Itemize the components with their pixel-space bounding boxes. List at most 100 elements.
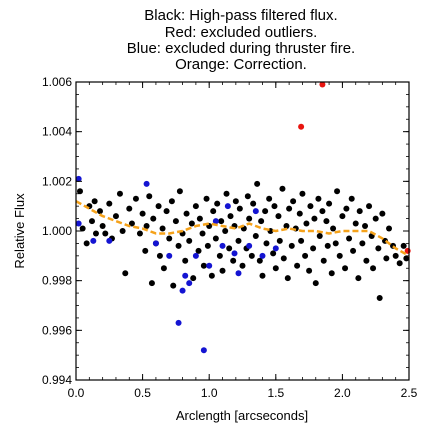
black-point-43: [190, 275, 197, 282]
y-tick-label: 1.002: [42, 174, 72, 188]
black-point-9: [102, 230, 109, 237]
black-point-39: [182, 257, 189, 264]
black-point-41: [186, 237, 193, 244]
black-point-101: [302, 252, 309, 259]
black-point-7: [96, 208, 103, 215]
black-point-58: [219, 267, 226, 274]
black-point-61: [226, 245, 233, 252]
black-point-143: [392, 252, 399, 259]
black-point-62: [227, 213, 234, 220]
black-point-0: [77, 188, 83, 195]
black-point-53: [210, 208, 217, 215]
black-point-20: [139, 210, 146, 217]
black-point-84: [270, 250, 277, 257]
black-point-52: [208, 272, 215, 279]
blue-point-2: [90, 237, 97, 244]
black-point-108: [315, 195, 322, 202]
black-point-137: [376, 295, 383, 302]
black-point-86: [272, 265, 279, 272]
black-point-60: [223, 190, 230, 197]
black-point-50: [204, 242, 211, 249]
black-point-95: [290, 198, 297, 205]
black-point-79: [259, 272, 266, 279]
black-point-81: [263, 240, 270, 247]
black-point-31: [163, 208, 170, 215]
y-tick-label: 0.998: [42, 274, 72, 288]
black-point-77: [256, 257, 263, 264]
black-point-141: [386, 225, 393, 232]
blue-point-12: [200, 347, 207, 354]
black-point-78: [258, 218, 265, 225]
black-point-30: [160, 265, 167, 272]
black-point-48: [200, 262, 207, 269]
black-point-4: [88, 218, 95, 225]
black-point-35: [172, 218, 179, 225]
black-point-8: [99, 223, 106, 230]
blue-point-21: [259, 252, 266, 259]
black-point-114: [326, 200, 333, 207]
black-point-67: [236, 205, 243, 212]
black-point-109: [316, 232, 323, 239]
black-point-12: [112, 213, 119, 220]
black-point-82: [266, 195, 273, 202]
black-point-56: [216, 252, 223, 259]
black-point-5: [91, 198, 98, 205]
blue-point-13: [206, 262, 213, 269]
x-tick-label: 0.0: [68, 386, 85, 400]
black-point-122: [343, 205, 350, 212]
black-point-74: [250, 200, 257, 207]
black-point-22: [143, 223, 150, 230]
blue-point-3: [106, 237, 113, 244]
black-point-36: [175, 242, 182, 249]
black-point-37: [176, 188, 183, 195]
black-point-92: [284, 275, 291, 282]
black-point-40: [183, 210, 190, 217]
black-point-66: [235, 237, 242, 244]
black-point-46: [196, 215, 203, 222]
x-tick-label: 2.5: [401, 386, 418, 400]
black-point-54: [212, 235, 219, 242]
chart-title-line-4: Orange: Correction.: [175, 56, 307, 73]
black-point-25: [150, 215, 157, 222]
black-point-87: [275, 213, 282, 220]
black-point-97: [294, 262, 301, 269]
black-point-94: [288, 242, 295, 249]
black-point-47: [199, 230, 206, 237]
black-point-57: [218, 218, 225, 225]
blue-point-14: [212, 218, 219, 225]
chart-title-line-2: Red: excluded outliers.: [165, 24, 318, 41]
y-tick-label: 0.996: [42, 323, 72, 337]
black-point-98: [296, 210, 303, 217]
blue-point-22: [272, 245, 279, 252]
black-point-134: [370, 265, 377, 272]
black-point-24: [148, 280, 155, 287]
black-point-15: [122, 270, 129, 277]
black-point-44: [192, 203, 199, 210]
black-point-45: [195, 247, 202, 254]
x-tick-label: 1.5: [267, 386, 284, 400]
black-point-16: [126, 205, 133, 212]
black-point-117: [332, 240, 339, 247]
black-point-88: [276, 237, 283, 244]
blue-point-10: [186, 280, 193, 287]
black-point-63: [230, 257, 237, 264]
black-point-2: [83, 240, 90, 247]
black-point-110: [319, 208, 326, 215]
black-point-123: [346, 235, 353, 242]
black-point-91: [283, 223, 290, 230]
black-point-33: [168, 198, 175, 205]
black-point-99: [298, 237, 305, 244]
x-tick-label: 1.0: [201, 386, 218, 400]
black-point-28: [156, 252, 163, 259]
black-point-23: [146, 193, 153, 200]
blue-point-15: [219, 242, 226, 249]
black-point-115: [328, 270, 335, 277]
correction-line: [75, 200, 410, 257]
black-point-136: [375, 245, 382, 252]
x-tick-label: 0.5: [134, 386, 151, 400]
black-point-73: [248, 252, 255, 259]
black-point-145: [400, 242, 407, 249]
black-point-119: [336, 252, 343, 259]
blue-point-9: [182, 272, 189, 279]
